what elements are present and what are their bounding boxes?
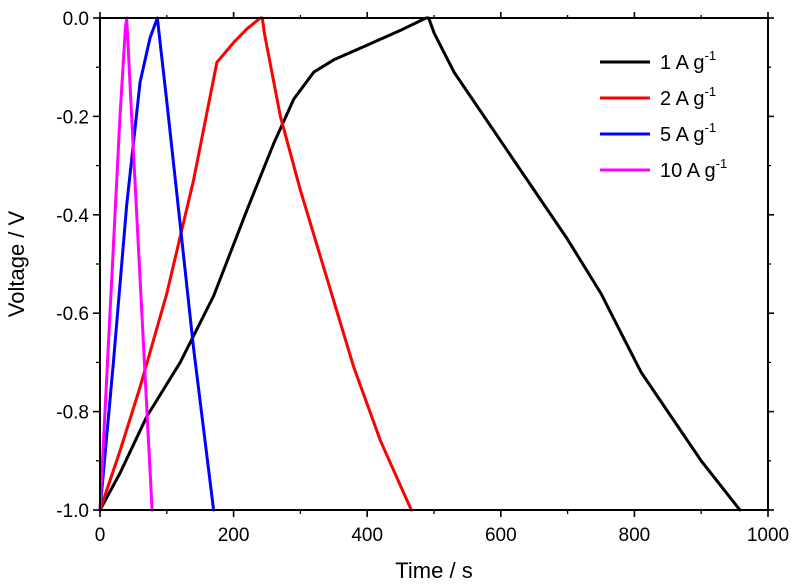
legend-label: 2 A g-1 (660, 84, 716, 110)
y-tick-label: 0.0 (63, 9, 89, 30)
series-line-3 (98, 16, 216, 512)
x-tick-label: 0 (95, 525, 106, 546)
series-line-2 (98, 16, 413, 512)
y-tick-label: -0.6 (56, 304, 89, 325)
x-tick-label: 200 (218, 525, 250, 546)
legend: 1 A g-12 A g-15 A g-110 A g-1 (600, 48, 727, 182)
legend-label: 1 A g-1 (660, 48, 716, 74)
y-axis-title: Voltage / V (4, 210, 29, 317)
ticks-layer: 0 200 400 600 800 1000 0.0 -0.2 -0.4 -0.6 -0.8 -1.0 (56, 9, 789, 546)
legend-label-superscript: -1 (705, 48, 717, 63)
series-line-4 (98, 16, 154, 512)
x-tick-label: 400 (351, 525, 383, 546)
x-tick-label: 1000 (747, 525, 789, 546)
y-tick-label: -1.0 (56, 501, 89, 522)
y-tick-label: -0.4 (56, 206, 89, 227)
legend-label: 5 A g-1 (660, 120, 716, 146)
legend-label-superscript: -1 (705, 84, 717, 99)
x-tick-label: 800 (619, 525, 651, 546)
legend-label: 10 A g-1 (660, 156, 727, 182)
legend-label-main: 5 A g (660, 124, 705, 146)
legend-label-superscript: -1 (716, 156, 728, 171)
series-layer (98, 16, 742, 512)
legend-label-main: 2 A g (660, 88, 705, 110)
x-axis-title: Time / s (395, 558, 472, 583)
y-tick-label: -0.8 (56, 403, 89, 424)
series-line-1 (98, 16, 742, 512)
y-tick-label: -0.2 (56, 107, 89, 128)
legend-label-superscript: -1 (705, 120, 717, 135)
legend-label-main: 1 A g (660, 52, 705, 74)
x-tick-label: 600 (485, 525, 517, 546)
legend-label-main: 10 A g (660, 160, 716, 182)
